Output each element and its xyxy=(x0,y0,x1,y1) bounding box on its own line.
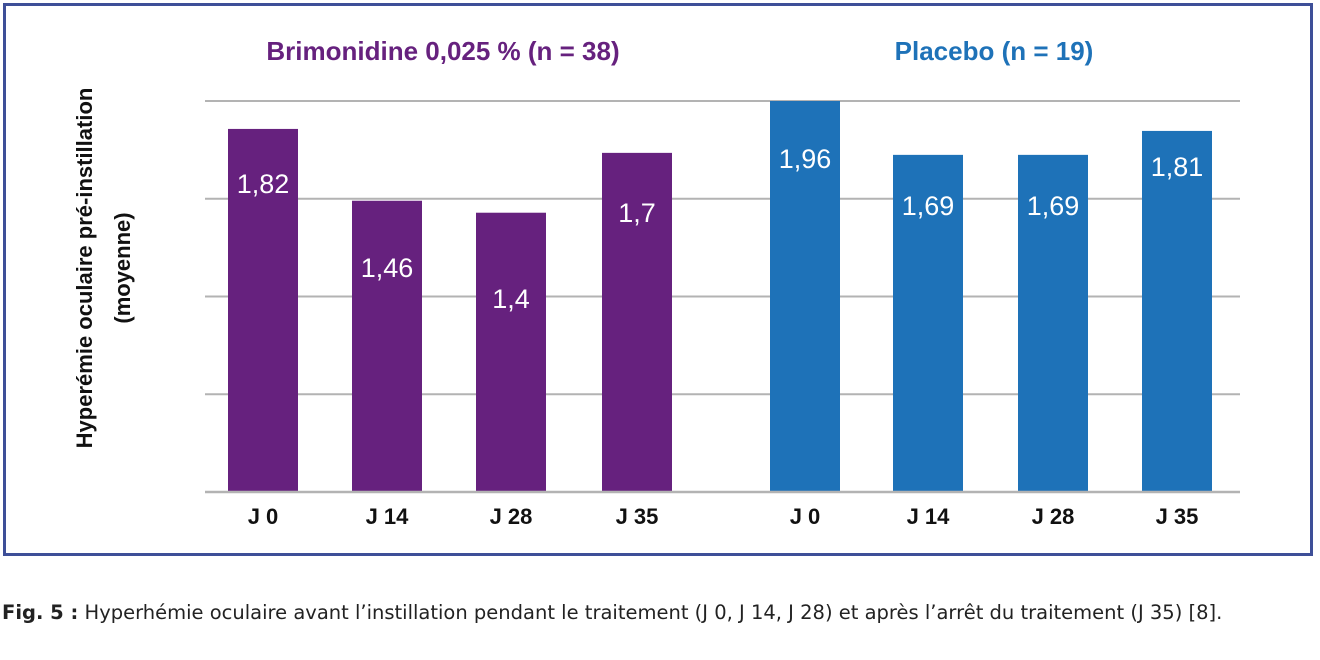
y-axis-label-sub: (moyenne) xyxy=(110,212,135,323)
caption-label: Fig. 5 : xyxy=(2,601,79,624)
data-label: 1,69 xyxy=(902,191,955,221)
figure-caption: Fig. 5 : Hyperhémie oculaire avant l’ins… xyxy=(2,599,1318,626)
data-label: 1,69 xyxy=(1027,191,1080,221)
data-label: 1,82 xyxy=(237,169,290,199)
x-tick-label: J 14 xyxy=(366,504,410,529)
data-label: 1,4 xyxy=(492,284,530,314)
data-label: 1,81 xyxy=(1151,152,1204,182)
x-tick-label: J 0 xyxy=(790,504,821,529)
data-label: 1,96 xyxy=(779,144,832,174)
data-label: 1,7 xyxy=(618,198,656,228)
data-label: 1,46 xyxy=(361,253,414,283)
bar xyxy=(476,212,546,492)
bar xyxy=(893,154,963,492)
bar xyxy=(1018,154,1088,492)
bar xyxy=(352,200,422,492)
bar-chart: 1,82 J 0 1,46 J 14 1,4 J 28 1,7 J 35 Brimonidine… xyxy=(72,36,1240,529)
bar xyxy=(228,128,298,492)
y-axis-label: Hyperémie oculaire pré-instillation xyxy=(72,88,97,449)
x-tick-label: J 35 xyxy=(616,504,659,529)
x-tick-label: J 28 xyxy=(490,504,533,529)
caption-text: Hyperhémie oculaire avant l’instillation… xyxy=(78,601,1223,624)
bar xyxy=(602,152,672,492)
x-tick-label: J 0 xyxy=(248,504,279,529)
bar xyxy=(1142,130,1212,492)
group-title: Brimonidine 0,025 % (n = 38) xyxy=(266,36,619,66)
x-tick-label: J 14 xyxy=(907,504,951,529)
x-tick-label: J 28 xyxy=(1032,504,1075,529)
x-tick-label: J 35 xyxy=(1156,504,1199,529)
bar xyxy=(770,101,840,492)
group-title: Placebo (n = 19) xyxy=(895,36,1094,66)
